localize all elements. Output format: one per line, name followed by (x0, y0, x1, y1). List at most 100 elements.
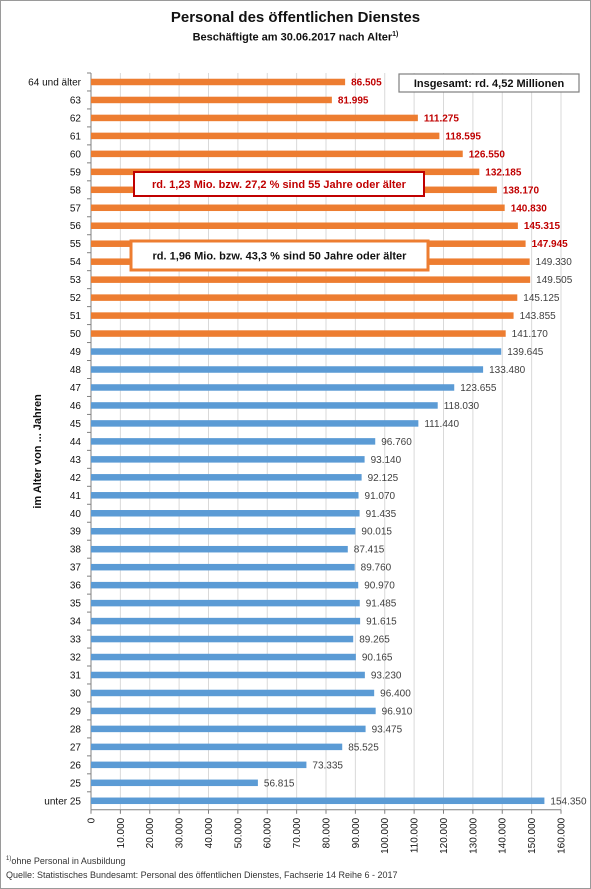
x-tick-label: 100.000 (380, 817, 391, 854)
category-label: 38 (70, 545, 82, 556)
bar (91, 581, 359, 589)
bar (91, 474, 362, 481)
subtitle-footnote-mark: 1) (392, 31, 399, 38)
bar (91, 635, 354, 643)
bar (91, 276, 531, 283)
value-label: 91.070 (365, 491, 396, 502)
category-label: 58 (70, 185, 82, 196)
value-label: 90.165 (362, 653, 393, 664)
annotation-55-plus-box (133, 171, 425, 197)
footnote: 1)ohne Personal in Ausbildung (6, 856, 125, 866)
bar (91, 402, 438, 409)
bar (91, 132, 440, 140)
category-label: 44 (70, 437, 82, 448)
value-label: 90.015 (361, 527, 392, 538)
footnote-mark: 1) (6, 856, 12, 862)
value-label: 140.830 (511, 203, 548, 214)
category-label: 51 (70, 311, 82, 322)
value-label: 145.315 (524, 221, 561, 232)
value-label: 96.400 (380, 688, 411, 699)
x-tick-label: 110.000 (410, 817, 421, 853)
value-label: 91.485 (366, 599, 397, 610)
category-label: 63 (70, 95, 82, 106)
value-label: 93.140 (371, 455, 402, 466)
value-label: 73.335 (312, 760, 343, 771)
x-tick-label: 150.000 (527, 817, 538, 854)
category-label: 47 (70, 383, 82, 394)
value-label: 145.125 (523, 293, 560, 304)
x-tick-label: 40.000 (204, 817, 215, 848)
source-note: Quelle: Statistisches Bundesamt: Persona… (6, 870, 398, 880)
category-label: 34 (70, 617, 82, 628)
x-tick-label: 50.000 (233, 817, 244, 848)
category-label: 39 (70, 527, 82, 538)
value-label: 96.760 (381, 437, 412, 448)
value-label: 81.995 (338, 95, 369, 106)
category-label: 42 (70, 473, 82, 484)
total-annotation-box (398, 73, 580, 93)
footnote-text: ohne Personal in Ausbildung (11, 856, 126, 866)
x-tick-label: 160.000 (557, 817, 568, 854)
x-tick-label: 130.000 (468, 817, 479, 854)
bar (91, 348, 502, 355)
value-label: 90.970 (364, 581, 395, 592)
value-label: 92.125 (368, 473, 399, 484)
category-label: 62 (70, 113, 82, 124)
category-label: 25 (70, 778, 82, 789)
value-label: 138.170 (503, 185, 540, 196)
bar (91, 150, 463, 158)
chart-title: Personal des öffentlichen Dienstes (170, 9, 421, 26)
category-label: 46 (70, 401, 82, 412)
value-label: 89.265 (359, 635, 390, 646)
category-label: 26 (70, 760, 82, 771)
x-tick-label: 80.000 (322, 817, 333, 848)
bar (91, 78, 346, 86)
bar (91, 671, 365, 679)
bar (91, 312, 514, 319)
value-label: 149.330 (536, 257, 573, 268)
bar (91, 384, 455, 391)
bar (91, 420, 419, 427)
x-tick-label: 90.000 (351, 817, 362, 848)
category-label: 43 (70, 455, 82, 466)
x-tick-label: 140.000 (498, 817, 509, 854)
bar (91, 96, 332, 104)
bar (91, 456, 365, 463)
x-tick-label: 120.000 (439, 817, 450, 854)
value-label: 93.475 (372, 724, 403, 735)
category-label: 36 (70, 581, 82, 592)
category-label: 41 (70, 491, 82, 502)
value-label: 118.595 (445, 131, 481, 142)
value-label: 118.030 (444, 401, 480, 412)
category-label: 28 (70, 724, 82, 735)
annotation-50-plus-box (129, 239, 430, 272)
subtitle-text: Beschäftigte am 30.06.2017 nach Alter (192, 31, 393, 44)
category-label: 54 (70, 257, 82, 268)
category-label: 59 (70, 167, 82, 178)
category-label: 48 (70, 365, 82, 376)
annotation-55-plus-text: rd. 1,23 Mio. bzw. 27,2 % sind 55 Jahre … (152, 179, 407, 191)
value-label: 123.655 (460, 383, 497, 394)
bar (91, 743, 343, 751)
value-label: 56.815 (264, 778, 295, 789)
bar (91, 725, 366, 733)
bar (91, 114, 418, 122)
bar (91, 689, 375, 697)
bar (91, 797, 545, 805)
bar (91, 545, 348, 553)
category-label: 55 (70, 239, 82, 250)
value-label: 111.275 (424, 113, 459, 124)
bar (91, 222, 518, 229)
bar (91, 779, 258, 787)
x-tick-label: 0 (87, 817, 98, 823)
category-label: 56 (70, 221, 82, 232)
value-label: 111.440 (424, 419, 459, 430)
category-label: 37 (70, 563, 82, 574)
value-label: 154.350 (550, 796, 587, 807)
y-axis-title: im Alter von ... Jahren (32, 394, 44, 509)
bar (91, 204, 505, 212)
value-label: 143.855 (520, 311, 557, 322)
category-label: 40 (70, 509, 82, 520)
category-label: 50 (70, 329, 82, 340)
value-label: 89.760 (361, 563, 392, 574)
